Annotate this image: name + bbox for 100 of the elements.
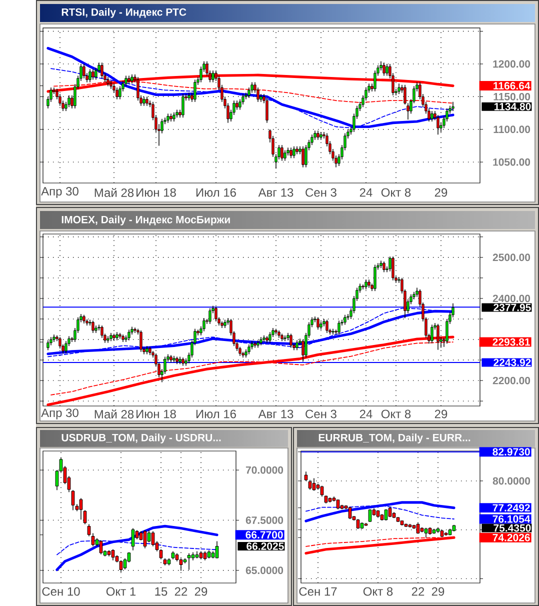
candlestick — [266, 336, 268, 344]
x-tick-label: Сен 3 — [306, 188, 336, 197]
candlestick — [99, 540, 103, 555]
x-tick-label: 24 — [360, 410, 372, 418]
candlestick — [256, 340, 260, 348]
candlestick — [400, 520, 404, 526]
candlestick — [348, 506, 352, 520]
x-tick-label: Май 28 — [94, 188, 134, 198]
candlestick — [171, 551, 175, 560]
y-tick-label: 74.2026 — [492, 534, 530, 542]
candlestick — [128, 329, 130, 341]
candlestick — [172, 112, 176, 122]
candlestick — [290, 147, 292, 158]
y-tick-label: 1166.64 — [494, 82, 530, 90]
line-series — [46, 46, 454, 128]
candlestick — [131, 528, 135, 551]
candlestick — [384, 509, 388, 521]
y-tick-label: 66.7700 — [246, 531, 283, 539]
candlestick — [212, 70, 214, 83]
candlestick — [46, 340, 50, 350]
y-tick-label: 82.9730 — [492, 448, 530, 456]
x-tick-label: Июл 16 — [196, 188, 236, 197]
y-tick-label: 65.0000 — [246, 566, 284, 574]
x-tick-label: Окт 8 — [381, 188, 411, 197]
candlestick — [292, 146, 296, 158]
candlestick — [92, 68, 94, 80]
candlestick — [328, 497, 332, 503]
x-tick-label: 15 — [155, 587, 168, 596]
x-tick-label: Июн 18 — [136, 410, 176, 418]
candlestick — [268, 332, 272, 344]
candlestick — [182, 357, 184, 366]
candlestick — [118, 332, 122, 339]
candlestick — [172, 356, 176, 363]
candlestick — [280, 144, 284, 162]
candlestick — [412, 524, 416, 530]
y-tick-label: 2500.00 — [492, 254, 530, 262]
candlestick — [380, 260, 382, 268]
candlestick — [278, 330, 280, 338]
y-tick-label: 77.2492 — [492, 504, 530, 512]
candlestick — [106, 336, 110, 344]
chart-title: USDRUB_TOM, Daily - USDRU... — [62, 434, 221, 444]
candlestick — [68, 95, 70, 108]
x-tick-label: 24 — [360, 188, 372, 197]
candlestick — [368, 279, 370, 288]
candlestick — [92, 320, 94, 334]
y-tick-label: 1050.00 — [493, 158, 530, 166]
chart-title: RTSI, Daily - Индекс РТС — [62, 8, 186, 18]
candlestick — [166, 113, 170, 124]
x-tick-label: Июл 16 — [196, 410, 236, 418]
x-tick-label: Май 28 — [94, 409, 134, 419]
candlestick — [436, 114, 440, 135]
candlestick — [274, 328, 278, 335]
candlestick — [130, 74, 134, 84]
text: 75.4350 — [494, 524, 531, 532]
candlestick — [374, 264, 376, 292]
candlestick — [110, 80, 112, 90]
line-series — [306, 504, 454, 520]
candlestick — [448, 528, 452, 536]
x-tick-label: Окт 8 — [363, 587, 393, 596]
candlestick — [364, 279, 368, 290]
candlestick — [424, 528, 428, 538]
candlestick — [398, 83, 400, 94]
candlestick — [452, 102, 454, 112]
candlestick — [296, 146, 298, 154]
candlestick — [320, 321, 322, 330]
x-tick-label: Авг 13 — [258, 188, 294, 197]
y-tick-label: 2200.00 — [492, 376, 530, 384]
candlestick — [176, 109, 178, 118]
candlestick — [148, 346, 152, 356]
text: 66.2025 — [246, 542, 284, 550]
candlestick — [79, 498, 83, 520]
candlestick — [284, 335, 286, 342]
candlestick — [140, 330, 142, 352]
candlestick — [338, 320, 340, 335]
candlestick — [215, 541, 219, 559]
x-tick-label: 22 — [174, 587, 188, 596]
text: 1134.80 — [494, 102, 531, 110]
candlestick — [143, 530, 147, 549]
candlestick — [428, 527, 432, 535]
candlestick — [208, 308, 212, 324]
candlestick — [134, 327, 136, 334]
x-tick-label: 29 — [194, 587, 208, 596]
chart-title: IMOEX, Daily - Индекс МосБиржи — [62, 216, 230, 226]
y-tick-label: 80.0000 — [492, 477, 530, 485]
candlestick — [412, 292, 416, 300]
candlestick — [290, 333, 292, 348]
y-tick-label: 1150.00 — [494, 92, 530, 100]
candlestick — [110, 332, 112, 342]
candlestick — [296, 340, 298, 350]
candlestick — [336, 499, 340, 510]
y-tick-label: 1200.00 — [493, 60, 530, 68]
candlestick — [170, 113, 172, 122]
x-tick-label: Окт 8 — [381, 410, 411, 418]
candlestick — [316, 317, 320, 330]
candlestick — [444, 532, 448, 536]
candlestick — [167, 558, 171, 566]
candlestick — [82, 64, 86, 79]
y-tick-label: 67.5000 — [246, 516, 284, 524]
candlestick — [382, 261, 386, 272]
candlestick — [100, 62, 104, 79]
